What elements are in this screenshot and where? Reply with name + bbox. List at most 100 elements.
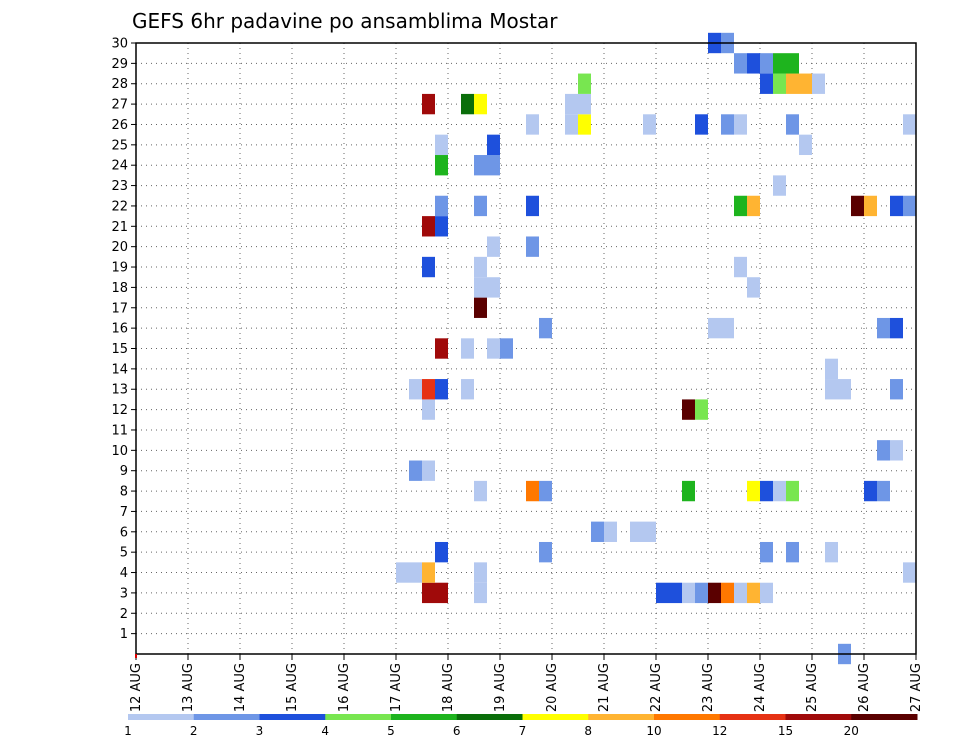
colorbar-swatch [456, 714, 523, 720]
x-tick-label: 22 AUG [649, 663, 664, 712]
heatmap-cell [578, 93, 591, 115]
heatmap-cell [435, 582, 448, 604]
colorbar-label: 15 [778, 724, 793, 738]
heatmap-cell [422, 562, 435, 583]
y-tick-label: 18 [111, 281, 128, 296]
heatmap-cell [760, 582, 773, 604]
heatmap-cell [734, 53, 747, 74]
heatmap-cell [669, 582, 682, 604]
heatmap-cell [474, 562, 487, 583]
heatmap-cell [422, 379, 435, 400]
colorbar-swatch [588, 714, 655, 720]
heatmap-cell [786, 73, 799, 94]
y-tick-label: 16 [111, 322, 128, 337]
y-tick-label: 17 [111, 301, 128, 316]
heatmap-cell [591, 521, 604, 542]
heatmap-cell [539, 480, 552, 502]
heatmap-cell [903, 114, 916, 135]
y-tick-label: 8 [120, 485, 128, 500]
heatmap-cell [435, 134, 448, 156]
heatmap-cell [747, 480, 760, 502]
heatmap-cell [877, 440, 890, 461]
colorbar-label: 8 [584, 724, 592, 738]
heatmap-cell [435, 155, 448, 176]
heatmap-cell [721, 317, 734, 339]
x-tick-label: 17 AUG [389, 663, 404, 712]
colorbar-label: 7 [519, 724, 527, 738]
y-tick-label: 3 [120, 586, 128, 601]
heatmap-cell [435, 541, 448, 563]
heatmap-cell [773, 53, 786, 74]
heatmap-cell [604, 521, 617, 542]
y-tick-label: 13 [111, 383, 128, 398]
x-axis: 12 AUG 13 AUG 14 AUG 15 AUG 16 AUG 17 AUG 18 A… [129, 654, 924, 712]
y-tick-label: 25 [111, 138, 128, 153]
heatmap-cell [877, 480, 890, 502]
heatmap-cell [487, 277, 500, 298]
heatmap-cell [578, 114, 591, 135]
heatmap-cell [708, 582, 721, 604]
heatmap-cell [409, 460, 422, 481]
heatmap-cell [682, 399, 695, 420]
heatmap-cell [760, 541, 773, 563]
colorbar-label: 4 [321, 724, 329, 738]
heatmap-cell [474, 297, 487, 318]
heatmap-cell [461, 379, 474, 400]
y-tick-label: 24 [111, 159, 128, 174]
x-tick-label: 21 AUG [597, 663, 612, 712]
heatmap-cell [422, 256, 435, 278]
heatmap-cell [851, 195, 864, 217]
heatmap-cell [825, 541, 838, 563]
colorbar-label: 2 [190, 724, 198, 738]
heatmap-cell [734, 195, 747, 217]
heatmap-cell [890, 195, 903, 217]
heatmap-cell [812, 73, 825, 94]
heatmap-cell [695, 582, 708, 604]
heatmap-cell [864, 480, 877, 502]
colorbar-swatch [654, 714, 721, 720]
y-tick-label: 11 [111, 423, 128, 438]
heatmap-cell [422, 93, 435, 115]
y-tick-label: 9 [120, 464, 128, 479]
heatmap-cell [396, 562, 409, 583]
y-tick-label: 29 [111, 57, 128, 72]
heatmap-cell [630, 521, 643, 542]
heatmap-cell [864, 195, 877, 217]
x-tick-label: 14 AUG [233, 663, 248, 712]
x-tick-label: 13 AUG [181, 663, 196, 712]
heatmap-cell [656, 582, 669, 604]
heatmap-cell [526, 236, 539, 257]
heatmap-cell [903, 562, 916, 583]
y-tick-label: 19 [111, 261, 128, 276]
heatmap-cell [682, 480, 695, 502]
heatmap-cell [786, 114, 799, 135]
x-tick-label: 12 AUG [129, 663, 144, 712]
y-tick-label: 22 [111, 199, 128, 214]
heatmap-cell [461, 338, 474, 359]
heatmap-cell [890, 379, 903, 400]
heatmap-cell [409, 379, 422, 400]
heatmap-cell [734, 582, 747, 604]
x-tick-label: 19 AUG [493, 663, 508, 712]
heatmap-cell [734, 114, 747, 135]
heatmap-cell [435, 216, 448, 237]
heatmap-cell [786, 480, 799, 502]
heatmap-cell [773, 175, 786, 196]
colorbar-label: 6 [453, 724, 461, 738]
heatmap-cell [682, 582, 695, 604]
heatmap-cell [773, 480, 786, 502]
heatmap-cell [422, 460, 435, 481]
colorbar-swatch [259, 714, 326, 720]
heatmap-cell [890, 317, 903, 339]
colorbar-swatch [391, 714, 458, 720]
heatmap-cell [474, 480, 487, 502]
y-tick-label: 26 [111, 118, 128, 133]
heatmap-cell [409, 562, 422, 583]
heatmap-cell [773, 73, 786, 94]
y-tick-label: 23 [111, 179, 128, 194]
heatmap-cell [474, 256, 487, 278]
heatmap-cell [747, 582, 760, 604]
heatmap-cell [695, 399, 708, 420]
